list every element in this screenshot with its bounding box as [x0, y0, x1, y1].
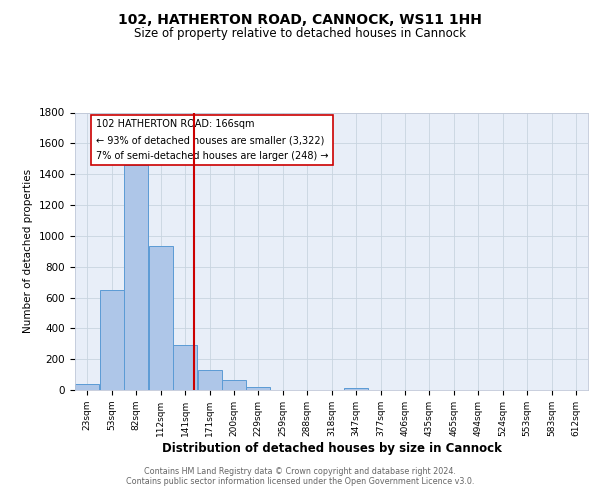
Text: Contains HM Land Registry data © Crown copyright and database right 2024.: Contains HM Land Registry data © Crown c… — [144, 467, 456, 476]
Text: Size of property relative to detached houses in Cannock: Size of property relative to detached ho… — [134, 28, 466, 40]
Bar — [198, 370, 222, 390]
Bar — [173, 346, 197, 390]
Text: 102, HATHERTON ROAD, CANNOCK, WS11 1HH: 102, HATHERTON ROAD, CANNOCK, WS11 1HH — [118, 12, 482, 26]
X-axis label: Distribution of detached houses by size in Cannock: Distribution of detached houses by size … — [161, 442, 502, 454]
Y-axis label: Number of detached properties: Number of detached properties — [23, 169, 34, 334]
Text: 102 HATHERTON ROAD: 166sqm
← 93% of detached houses are smaller (3,322)
7% of se: 102 HATHERTON ROAD: 166sqm ← 93% of deta… — [95, 120, 328, 160]
Bar — [100, 290, 124, 390]
Bar — [344, 388, 368, 390]
Bar — [124, 165, 148, 390]
Bar — [75, 384, 99, 390]
Bar — [246, 386, 270, 390]
Bar — [222, 380, 246, 390]
Bar — [149, 246, 173, 390]
Text: Contains public sector information licensed under the Open Government Licence v3: Contains public sector information licen… — [126, 477, 474, 486]
